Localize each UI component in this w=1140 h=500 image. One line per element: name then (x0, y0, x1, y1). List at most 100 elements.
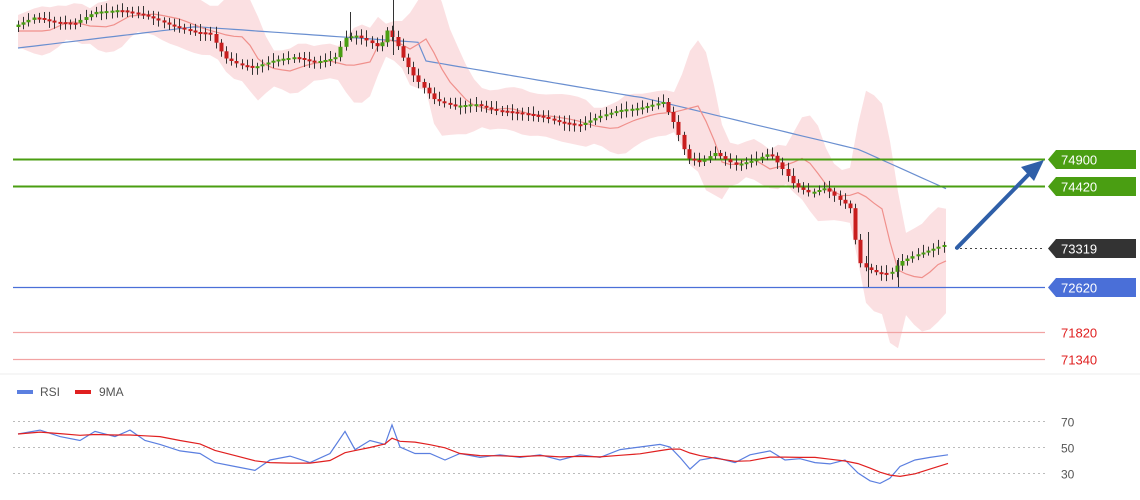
candle-body (359, 35, 364, 38)
candle-body (656, 103, 661, 106)
candle-body (494, 108, 499, 111)
candle-body (728, 159, 733, 163)
level-labels: 74900 74420 73319 72620 71820 71340 (1048, 150, 1136, 368)
candle-body (245, 65, 250, 68)
candle-body (505, 110, 510, 113)
candle-body (484, 105, 489, 108)
candle-body (411, 67, 416, 76)
candle-body (671, 112, 676, 122)
candle-body (52, 20, 57, 23)
candle-body (489, 107, 494, 110)
forecast-arrow-head (1021, 160, 1044, 181)
candle-body (146, 14, 151, 17)
candle-body (609, 112, 614, 115)
candle-body (442, 101, 447, 104)
level-label-text: 71820 (1061, 326, 1097, 341)
candle-body (234, 61, 239, 64)
candle-body (182, 27, 187, 30)
candle-body (468, 104, 473, 107)
candle-body (167, 22, 172, 25)
candle-body (713, 153, 718, 157)
candle-body (474, 104, 479, 107)
candle-body (890, 271, 895, 274)
candle-body (380, 42, 385, 47)
candle-body (666, 102, 671, 112)
candle-body (630, 108, 635, 111)
candle-body (198, 32, 203, 34)
candle-body (739, 163, 744, 166)
candle-body (115, 10, 120, 13)
level-label-box (1048, 150, 1136, 169)
candle-body (255, 66, 260, 69)
ma9-legend-label: 9MA (99, 385, 124, 399)
candle-body (775, 155, 780, 163)
rsi-legend-swatch (17, 390, 33, 394)
candle-body (723, 156, 728, 160)
candle-body (874, 270, 879, 273)
candle-body (141, 13, 146, 16)
candle-body (188, 29, 193, 32)
candle-body (936, 246, 941, 249)
candle-body (858, 239, 863, 264)
candle-body (177, 26, 182, 29)
rsi-line (17, 423, 949, 485)
level-lines (13, 158, 1045, 361)
candle-body (916, 254, 921, 257)
candle-body (151, 16, 156, 19)
candle-body (718, 153, 723, 157)
candle-body (94, 11, 99, 15)
candle-body (931, 248, 936, 251)
price-panel: 74900 74420 73319 72620 71820 71340 (13, 0, 1136, 368)
candle-body (354, 35, 359, 38)
rsi-ma-line (17, 431, 949, 478)
candle-body (942, 245, 947, 247)
candle-body (702, 159, 707, 162)
candle-body (593, 118, 598, 121)
level-label-text: 72620 (1061, 281, 1097, 296)
rsi-panel: RSI 9MA 70 50 30 (13, 385, 1075, 485)
candle-body (401, 46, 406, 58)
level-label: 74420 (1048, 177, 1136, 196)
candle-body (125, 10, 130, 13)
candle-body (624, 109, 629, 112)
candle-body (812, 191, 817, 194)
candle-body (16, 24, 21, 27)
candle-body (307, 59, 312, 62)
forecast-arrow (955, 160, 1044, 250)
candle-body (364, 38, 369, 41)
candle-body (832, 191, 837, 196)
level-label-box (1048, 278, 1136, 297)
candle-body (692, 158, 697, 161)
candle-body (848, 203, 853, 209)
candle-body (910, 256, 915, 259)
candle-body (328, 59, 333, 61)
rsi-tick-label: 30 (1061, 468, 1075, 482)
candle-body (801, 187, 806, 190)
candle-body (562, 121, 567, 124)
candle-body (661, 102, 666, 104)
ma-slow-line (17, 26, 947, 190)
candle-body (390, 30, 395, 37)
candle-body (437, 99, 442, 102)
rsi-legend-label: RSI (40, 385, 60, 399)
candle-body (370, 40, 375, 44)
candle-body (312, 60, 317, 63)
candle-body (240, 63, 245, 66)
candle-body (567, 122, 572, 125)
candle-body (448, 102, 453, 105)
candle-body (895, 265, 900, 272)
rsi-legend: RSI 9MA (17, 385, 124, 399)
candle-body (349, 36, 354, 39)
candle-body (110, 10, 115, 13)
candle-body (635, 108, 640, 111)
candle-body (26, 19, 31, 23)
candle-body (292, 57, 297, 60)
candle-body (458, 105, 463, 108)
candle-body (588, 120, 593, 123)
candle-body (583, 122, 588, 125)
candle-body (546, 117, 551, 119)
candle-body (432, 93, 437, 100)
candle-body (578, 124, 583, 127)
candles (16, 0, 947, 287)
candle-body (676, 121, 681, 135)
